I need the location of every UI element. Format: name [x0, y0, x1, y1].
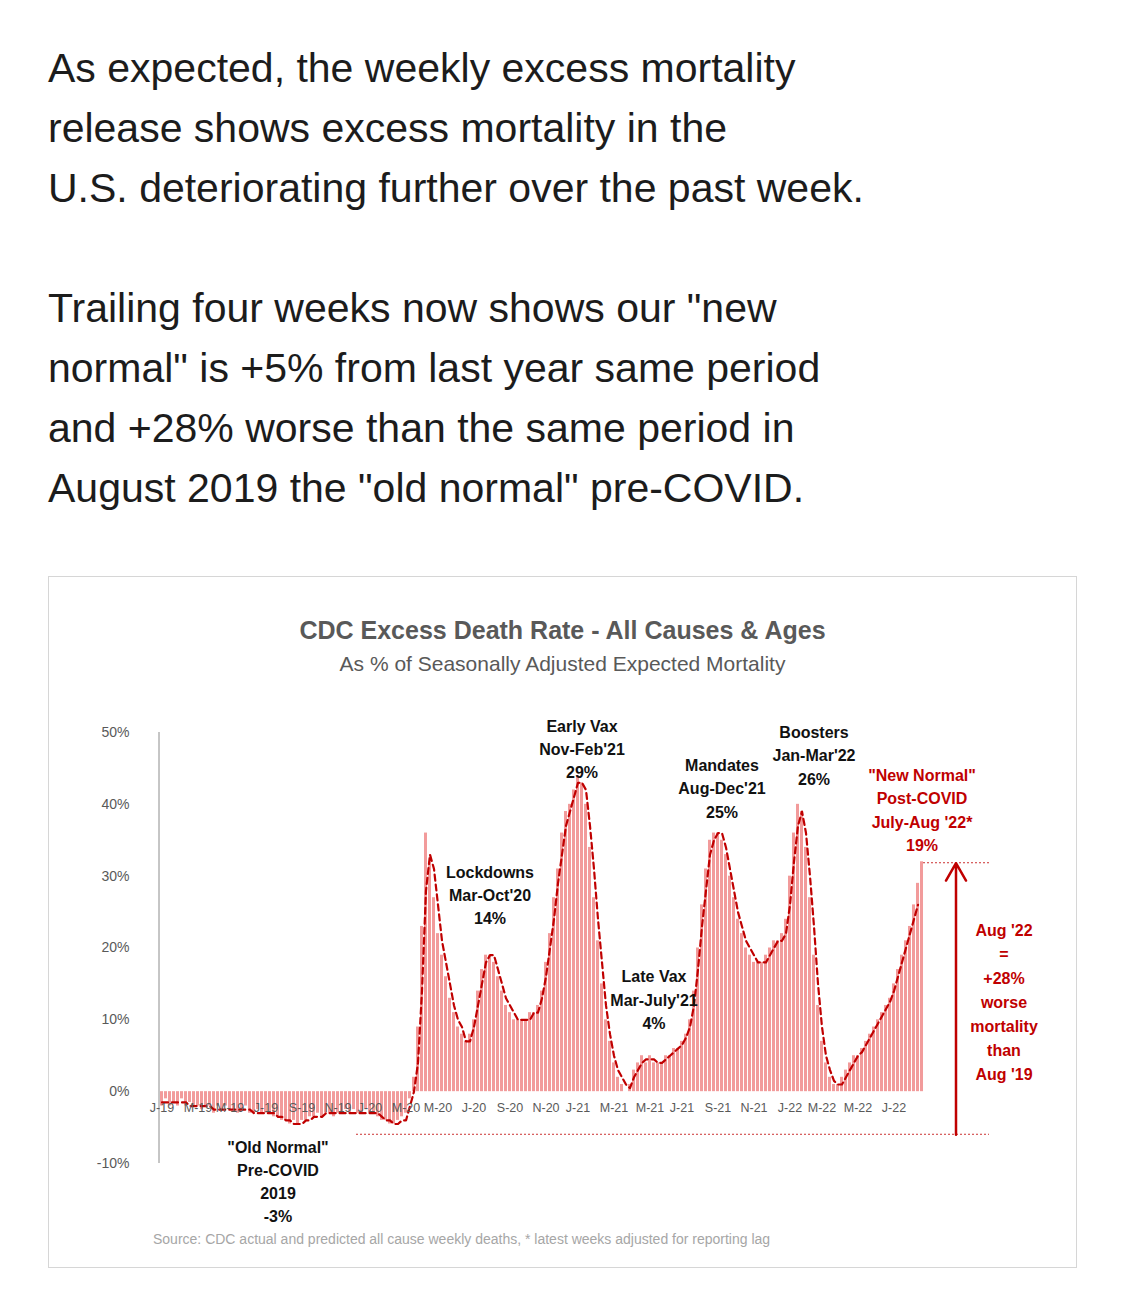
- svg-text:N-20: N-20: [532, 1101, 559, 1115]
- svg-text:M-20: M-20: [424, 1101, 453, 1115]
- svg-text:M-21: M-21: [636, 1101, 665, 1115]
- svg-text:30%: 30%: [101, 868, 129, 884]
- svg-text:J-22: J-22: [778, 1101, 802, 1115]
- html-text:CDC Excess Death Rate - All Ca: CDC Excess Death Rate - All Causes & Age…: [299, 616, 826, 644]
- svg-text:20%: 20%: [101, 939, 129, 955]
- svg-text:M-22: M-22: [808, 1101, 837, 1115]
- html-text:Source: CDC actual and predict: Source: CDC actual and predicted all cau…: [153, 1231, 771, 1247]
- svg-text:M-22: M-22: [844, 1101, 873, 1115]
- svg-text:"New Normal"Post-COVIDJuly-Aug: "New Normal"Post-COVIDJuly-Aug '22*19%: [868, 767, 976, 854]
- svg-text:Early VaxNov-Feb'2129%: Early VaxNov-Feb'2129%: [539, 718, 625, 781]
- svg-text:LockdownsMar-Oct'2014%: LockdownsMar-Oct'2014%: [446, 864, 534, 927]
- html-text:U.S. deteriorating further ove: U.S. deteriorating further over the past…: [48, 165, 864, 211]
- html-text:Trailing four weeks now shows: Trailing four weeks now shows our "new: [48, 285, 777, 331]
- html-text:normal" is +5% from last year: normal" is +5% from last year same perio…: [48, 345, 821, 391]
- svg-text:Aug '22=+28%worsemortalitythan: Aug '22=+28%worsemortalitythanAug '19: [970, 922, 1038, 1083]
- svg-text:S-21: S-21: [705, 1101, 731, 1115]
- svg-text:J-21: J-21: [566, 1101, 590, 1115]
- svg-text:J-20: J-20: [462, 1101, 486, 1115]
- svg-text:J-22: J-22: [882, 1101, 906, 1115]
- html-text:release shows excess mortality: release shows excess mortality in the: [48, 105, 728, 151]
- svg-text:N-19: N-19: [324, 1101, 351, 1115]
- svg-text:M-19: M-19: [216, 1101, 245, 1115]
- svg-text:J-19: J-19: [254, 1101, 278, 1115]
- html-text:and +28% worse than the same p: and +28% worse than the same period in: [48, 405, 795, 451]
- svg-text:J-21: J-21: [670, 1101, 694, 1115]
- svg-text:M-20: M-20: [392, 1101, 421, 1115]
- svg-text:-10%: -10%: [97, 1155, 130, 1171]
- html-text:As expected, the weekly excess: As expected, the weekly excess mortality: [48, 45, 796, 91]
- svg-text:40%: 40%: [101, 796, 129, 812]
- svg-text:50%: 50%: [101, 724, 129, 740]
- svg-text:10%: 10%: [101, 1011, 129, 1027]
- svg-text:S-19: S-19: [289, 1101, 315, 1115]
- svg-text:N-21: N-21: [740, 1101, 767, 1115]
- svg-text:Late VaxMar-July'214%: Late VaxMar-July'214%: [610, 968, 698, 1031]
- svg-text:0%: 0%: [109, 1083, 129, 1099]
- svg-text:S-20: S-20: [497, 1101, 523, 1115]
- svg-text:M-21: M-21: [600, 1101, 629, 1115]
- svg-text:M-19: M-19: [184, 1101, 213, 1115]
- html-text:August 2019 the "old normal" p: August 2019 the "old normal" pre-COVID.: [48, 465, 805, 511]
- svg-text:BoostersJan-Mar'2226%: BoostersJan-Mar'2226%: [773, 724, 856, 787]
- svg-text:MandatesAug-Dec'2125%: MandatesAug-Dec'2125%: [678, 757, 765, 820]
- svg-text:J-20: J-20: [358, 1101, 382, 1115]
- svg-text:J-19: J-19: [150, 1101, 174, 1115]
- svg-text:"Old Normal"Pre-COVID2019-3%: "Old Normal"Pre-COVID2019-3%: [227, 1139, 328, 1226]
- html-text:As % of Seasonally Adjusted Ex: As % of Seasonally Adjusted Expected Mor…: [339, 652, 786, 675]
